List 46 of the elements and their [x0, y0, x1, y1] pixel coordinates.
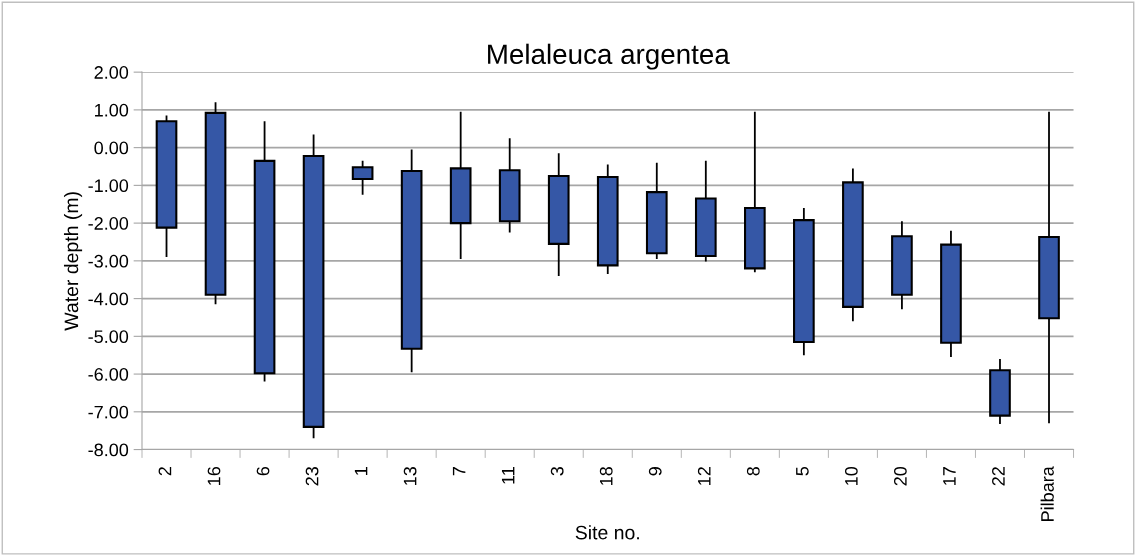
candlestick	[645, 161, 668, 260]
candlestick	[793, 207, 815, 357]
y-tick-label: -6.00	[88, 368, 129, 381]
y-tick-label: -4.00	[88, 292, 129, 306]
x-tick-label: 16	[207, 467, 221, 485]
y-tick-label: -1.00	[88, 179, 129, 193]
y-tick-label: 1.00	[95, 103, 129, 117]
x-tick-label: 23	[305, 467, 319, 486]
x-tick-label: 12	[697, 467, 711, 485]
candlestick	[842, 167, 864, 323]
x-tick-label: 13	[403, 467, 417, 485]
x-tick-label: 10	[844, 466, 858, 485]
x-tick-label: 18	[599, 467, 613, 485]
x-tick-label: 20	[893, 466, 907, 486]
y-tick-label: -8.00	[88, 443, 129, 457]
candlestick	[694, 159, 717, 263]
candlestick	[400, 148, 423, 374]
x-tick-label: 5	[796, 466, 809, 476]
candlestick	[449, 110, 472, 260]
x-tick-label: 7	[452, 467, 466, 476]
candlestick	[891, 220, 913, 311]
candlestick	[498, 137, 521, 234]
candlestick	[1038, 110, 1060, 425]
y-tick-label: -7.00	[88, 405, 129, 419]
candlestick	[940, 229, 962, 358]
x-axis-title: Site no.	[575, 525, 639, 540]
candlestick	[547, 152, 570, 277]
x-tick-label: 22	[992, 467, 1005, 486]
x-tick-label: 1	[354, 467, 368, 475]
y-tick-label: -5.00	[88, 330, 129, 344]
x-tick-label: 3	[550, 467, 564, 476]
x-tick-label: 17	[943, 467, 956, 485]
x-tick-label: 8	[746, 467, 760, 476]
x-tick-label: 2	[158, 467, 172, 476]
x-tick-label: Pilbara	[1040, 466, 1054, 521]
x-tick-label: 11	[501, 467, 515, 484]
y-tick-label: -2.00	[88, 217, 129, 230]
y-tick-label: 0.00	[94, 141, 129, 155]
chart-title: Melaleuca argentea	[488, 43, 730, 70]
x-tick-label: 6	[256, 467, 270, 476]
y-axis-title: Water depth (m)	[63, 192, 83, 331]
x-tick-label: 9	[648, 467, 662, 476]
y-tick-label: -3.00	[88, 254, 129, 268]
y-tick-label: 2.00	[94, 66, 129, 79]
candlestick	[989, 358, 1011, 425]
candlestick	[596, 163, 619, 275]
